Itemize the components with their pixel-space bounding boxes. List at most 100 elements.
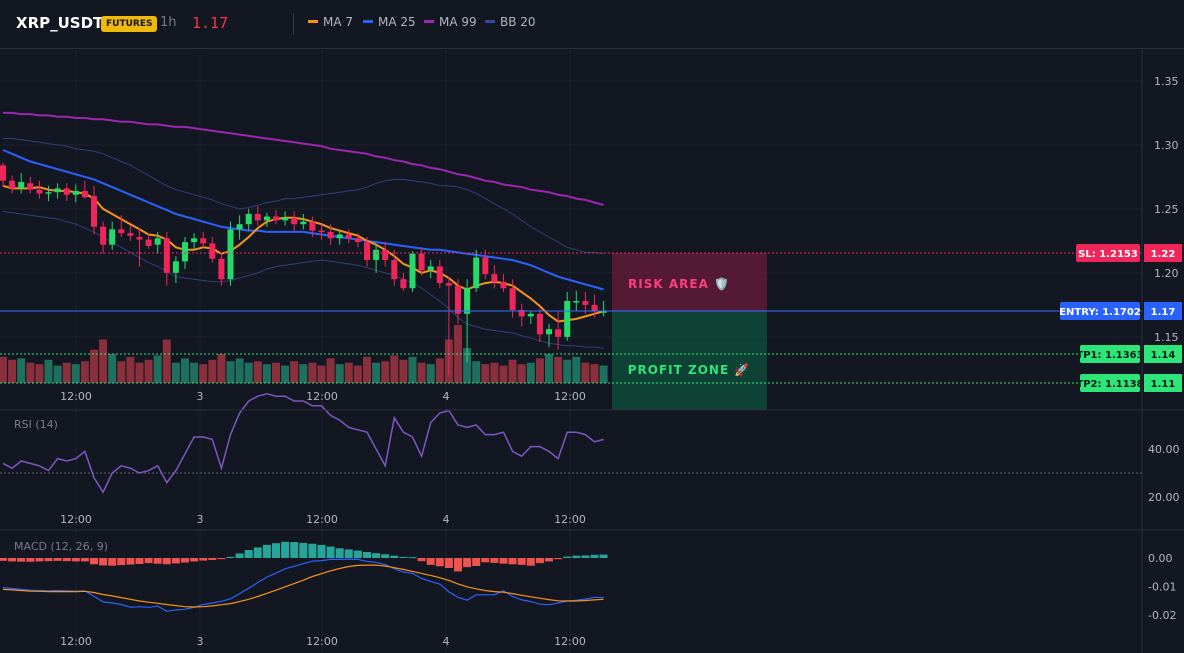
legend-bb20[interactable]: BB 20	[485, 15, 536, 29]
candle-body[interactable]	[327, 231, 334, 239]
candle-body[interactable]	[400, 279, 407, 289]
volume-bar	[590, 364, 599, 383]
candle-body[interactable]	[582, 301, 589, 305]
candle-body[interactable]	[81, 190, 88, 198]
volume-bar	[390, 355, 399, 383]
macd-histogram-bar	[517, 558, 526, 565]
candle-body[interactable]	[336, 234, 343, 239]
candle-body[interactable]	[163, 238, 170, 273]
macd-tick-label: -0.01	[1148, 581, 1176, 594]
time-axis-label: 12:00	[306, 635, 338, 648]
candlesticks[interactable]	[0, 162, 607, 376]
candle-body[interactable]	[364, 242, 370, 261]
risk-reward-zones[interactable]: RISK AREA 🛡️ PROFIT ZONE 🚀	[612, 253, 767, 410]
candle-body[interactable]	[482, 257, 489, 275]
candle-body[interactable]	[455, 285, 461, 314]
time-axis-label: 4	[443, 390, 450, 403]
candle-body[interactable]	[354, 238, 361, 243]
candle-body[interactable]	[209, 243, 216, 259]
candle-body[interactable]	[27, 183, 34, 190]
candle-body[interactable]	[418, 253, 425, 271]
candle-body[interactable]	[345, 234, 352, 239]
macd-panel[interactable]: MACD (12, 26, 9)	[0, 540, 608, 612]
candle-body[interactable]	[191, 238, 198, 243]
candle-body[interactable]	[309, 221, 316, 231]
candle-body[interactable]	[527, 313, 534, 317]
candle-body[interactable]	[245, 213, 252, 225]
candle-body[interactable]	[254, 213, 261, 221]
candle-body[interactable]	[45, 192, 52, 194]
candle-body[interactable]	[145, 239, 152, 246]
macd-histogram-bar	[463, 558, 472, 568]
macd-histogram-bar	[344, 549, 353, 558]
candle-body[interactable]	[464, 288, 471, 314]
candle-body[interactable]	[118, 229, 125, 234]
volume-bar	[281, 365, 290, 383]
candle-body[interactable]	[218, 258, 225, 280]
candle-body[interactable]	[373, 249, 380, 261]
candle-body[interactable]	[600, 311, 607, 313]
legend-ma99[interactable]: MA 99	[424, 15, 477, 29]
entry-price-value: 1.17	[1151, 307, 1176, 318]
candle-body[interactable]	[473, 257, 480, 289]
candle-body[interactable]	[109, 229, 116, 245]
candle-body[interactable]	[227, 229, 234, 280]
candle-body[interactable]	[9, 180, 16, 189]
candle-body[interactable]	[200, 238, 207, 244]
candle-body[interactable]	[0, 165, 6, 181]
volume-bar	[171, 362, 180, 383]
candle-body[interactable]	[436, 266, 443, 284]
timeframe-selector[interactable]: 1h	[160, 15, 177, 30]
time-axis-label: 12:00	[306, 513, 338, 526]
candle-body[interactable]	[182, 242, 188, 262]
sl-level-label: SL: 1.2153	[1078, 249, 1138, 260]
candle-body[interactable]	[91, 196, 97, 227]
candle-body[interactable]	[445, 283, 452, 286]
macd-histogram-bar	[0, 558, 7, 561]
candle-body[interactable]	[391, 260, 398, 280]
candle-body[interactable]	[291, 217, 298, 225]
candle-body[interactable]	[427, 266, 434, 271]
candle-body[interactable]	[18, 181, 25, 189]
candle-body[interactable]	[509, 288, 516, 310]
symbol-name[interactable]: XRP_USDT	[16, 14, 104, 32]
candle-body[interactable]	[154, 238, 161, 245]
volume-bar	[144, 359, 153, 383]
candle-body[interactable]	[300, 221, 307, 225]
profit-zone[interactable]	[612, 311, 767, 410]
candle-body[interactable]	[127, 233, 134, 236]
candle-body[interactable]	[263, 216, 270, 221]
candle-body[interactable]	[318, 230, 325, 233]
risk-area-zone[interactable]	[612, 253, 767, 311]
legend-ma7[interactable]: MA 7	[308, 15, 353, 29]
candle-body[interactable]	[546, 329, 552, 335]
candle-body[interactable]	[100, 226, 107, 245]
candle-body[interactable]	[591, 304, 598, 312]
candle-body[interactable]	[573, 301, 580, 303]
rsi-panel[interactable]: RSI (14)	[0, 393, 1142, 494]
candle-body[interactable]	[382, 249, 389, 261]
candle-body[interactable]	[491, 274, 498, 282]
candle-body[interactable]	[536, 313, 543, 335]
candle-body[interactable]	[518, 309, 525, 317]
candle-body[interactable]	[273, 216, 279, 221]
candle-body[interactable]	[236, 224, 243, 230]
candle-body[interactable]	[500, 281, 507, 289]
volume-bar	[308, 362, 317, 383]
candle-body[interactable]	[63, 188, 70, 195]
candle-body[interactable]	[282, 217, 289, 221]
candle-body[interactable]	[136, 237, 143, 240]
candle-body[interactable]	[72, 190, 79, 195]
volume-bar	[244, 362, 253, 383]
candle-body[interactable]	[54, 188, 61, 193]
candle-body[interactable]	[564, 301, 571, 337]
candle-body[interactable]	[36, 189, 43, 194]
candle-body[interactable]	[555, 329, 562, 337]
macd-histogram-bar	[171, 558, 180, 564]
volume-bar	[199, 364, 208, 383]
legend-ma25[interactable]: MA 25	[363, 15, 416, 29]
macd-histogram-bar	[199, 558, 208, 561]
candle-body[interactable]	[409, 253, 416, 289]
candle-body[interactable]	[172, 261, 179, 273]
